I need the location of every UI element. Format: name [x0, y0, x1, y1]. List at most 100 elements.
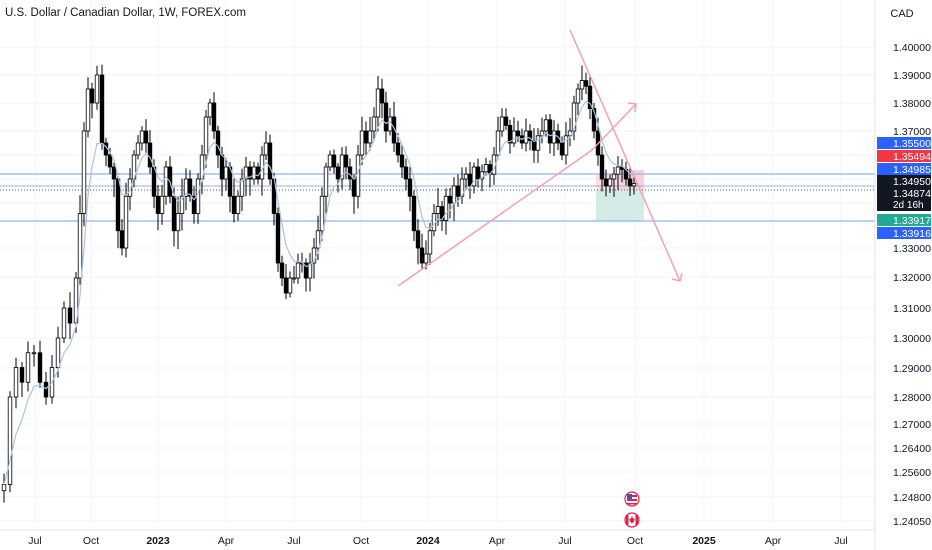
candle: [531, 128, 537, 163]
price-tag-green: 1.33917: [877, 214, 931, 227]
falling-trend-line[interactable]: [569, 29, 681, 282]
chart-title: U.S. Dollar / Canadian Dollar, 1W, FOREX…: [5, 7, 246, 19]
candle: [591, 103, 597, 139]
candle: [135, 135, 141, 160]
candle-body: [403, 166, 409, 180]
candle: [367, 116, 373, 151]
candle: [187, 170, 193, 202]
candle-body: [615, 166, 621, 175]
candle-body: [179, 195, 185, 214]
candle: [575, 83, 581, 116]
candle: [159, 184, 165, 225]
candle: [279, 255, 285, 287]
price-tag-blue: 1.35500: [877, 137, 931, 150]
candle-body: [495, 130, 501, 156]
x-tick-label: Jul: [287, 535, 300, 547]
price-tag-blue: 1.33916: [877, 227, 931, 240]
candle: [447, 187, 453, 219]
candle: [627, 166, 633, 196]
candle-body: [571, 102, 577, 132]
candle: [335, 163, 341, 193]
candle-body: [81, 130, 87, 214]
candle-body: [455, 185, 461, 197]
time-axis[interactable]: Jul Oct 2023 Apr Jul Oct 2024 Apr Jul Oct 2025 Apr J…: [0, 529, 875, 547]
candle-body: [55, 337, 61, 368]
up-projection-line[interactable]: [591, 103, 637, 151]
up-arrow-head: [627, 102, 637, 113]
price-axis[interactable]: CAD1.400001.390001.380001.370001.360001.…: [874, 0, 931, 550]
y-tick-label: 1.38000: [893, 98, 931, 110]
candle-body: [155, 195, 161, 214]
candle-body: [263, 142, 269, 156]
candle-body: [607, 178, 613, 187]
rising-trend-line[interactable]: [397, 149, 593, 287]
candle-body: [123, 195, 129, 249]
canada-flag-icon[interactable]: [624, 512, 640, 528]
candle: [195, 173, 201, 225]
candle: [523, 118, 529, 152]
candle-body: [343, 154, 349, 168]
candle: [61, 301, 67, 344]
candle-body: [127, 178, 133, 197]
candle: [331, 149, 337, 174]
candle: [239, 168, 245, 212]
candle: [351, 174, 357, 214]
candle-body: [187, 178, 193, 197]
candle-body: [415, 230, 421, 249]
candle: [191, 186, 197, 224]
candle-body: [43, 381, 49, 398]
candle-body: [13, 367, 19, 398]
events[interactable]: [624, 491, 640, 528]
candle-body: [359, 130, 365, 156]
candle-body: [235, 195, 241, 214]
candle: [231, 178, 237, 223]
candle: [567, 117, 573, 147]
candle: [443, 188, 449, 235]
candle-body: [483, 164, 489, 173]
candle-body: [467, 173, 473, 187]
candle-body: [94, 74, 100, 104]
price-tag-bg: [877, 175, 931, 187]
us-flag-icon[interactable]: [624, 491, 640, 507]
candle: [67, 292, 73, 340]
candle-body: [631, 183, 637, 187]
candle-body: [543, 119, 549, 132]
x-tick-label: 2023: [146, 535, 170, 547]
candle: [251, 161, 257, 185]
candle-body: [319, 195, 325, 232]
candle: [25, 341, 31, 392]
candle-body: [351, 178, 357, 197]
candle-body: [443, 195, 449, 221]
candle-body: [37, 352, 43, 383]
candle-body: [331, 154, 337, 168]
candle-body: [267, 142, 273, 180]
candle-body: [451, 185, 457, 204]
candle-body: [175, 213, 181, 232]
candle: [143, 119, 149, 153]
candle-body: [379, 88, 385, 104]
candle: [391, 101, 397, 152]
candle-body: [215, 130, 221, 156]
candle: [599, 146, 605, 192]
candle-body: [399, 154, 405, 168]
candle: [371, 107, 377, 142]
candle-body: [335, 166, 341, 180]
candle-body: [411, 195, 417, 232]
candle-body: [61, 307, 67, 339]
candle: [139, 126, 145, 151]
candle-body: [99, 74, 105, 144]
candle-body: [551, 130, 557, 144]
candle: [411, 190, 417, 242]
candle: [403, 158, 409, 191]
trend-lines[interactable]: [397, 29, 683, 287]
candle: [267, 134, 273, 185]
candle: [399, 144, 405, 179]
candle-body: [295, 262, 301, 279]
candle: [19, 362, 25, 398]
candle-body: [591, 108, 597, 132]
candle-body: [291, 277, 297, 280]
candle-body: [367, 130, 373, 144]
